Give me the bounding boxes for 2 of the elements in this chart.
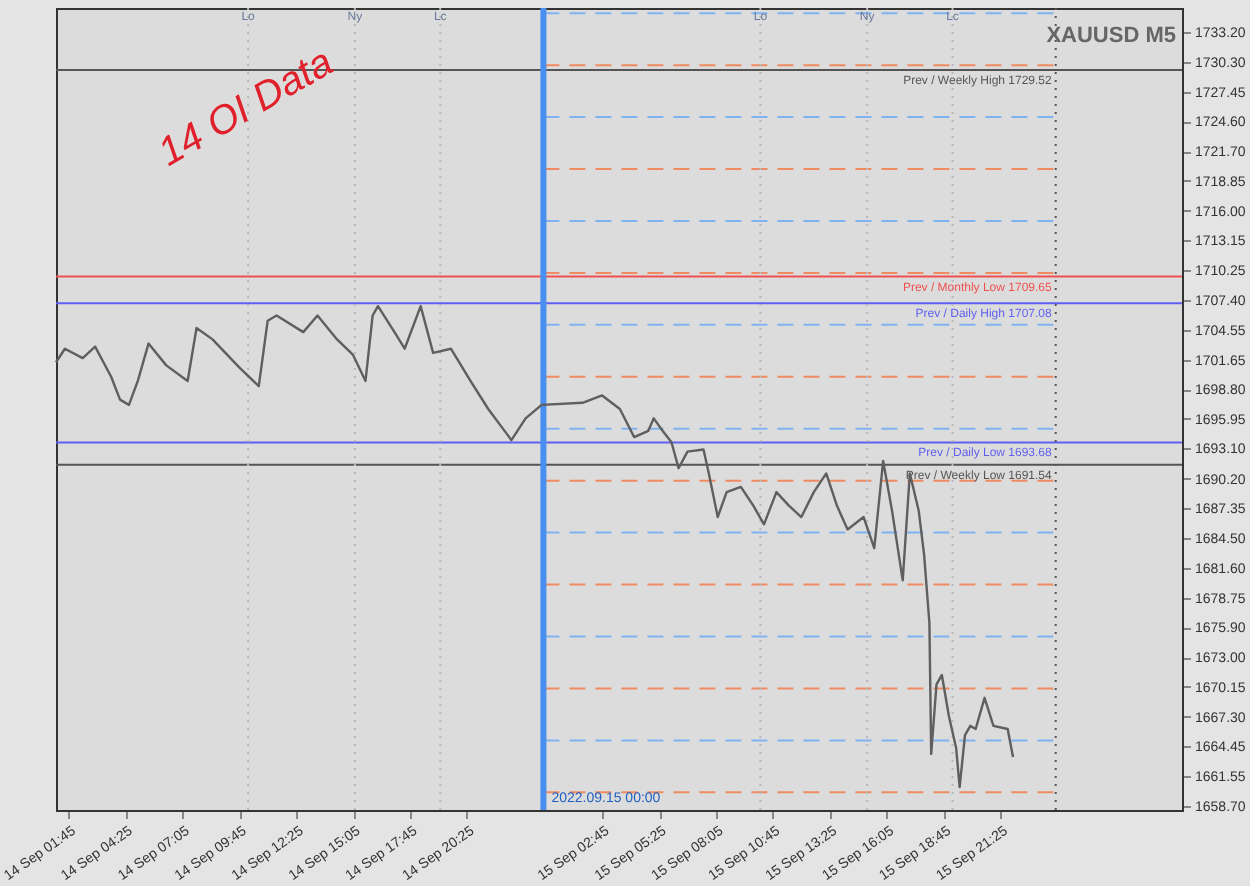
annotation: 14 OI Data — [151, 40, 341, 176]
text: XAUUSD M5 — [1046, 24, 1176, 48]
